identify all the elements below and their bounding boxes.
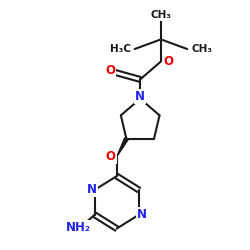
Text: O: O: [105, 64, 115, 77]
Text: O: O: [106, 150, 116, 163]
Text: H₃C: H₃C: [110, 44, 130, 54]
Text: CH₃: CH₃: [191, 44, 212, 54]
Text: N: N: [87, 184, 97, 196]
Text: CH₃: CH₃: [150, 10, 172, 20]
Text: O: O: [164, 55, 174, 68]
Polygon shape: [117, 138, 128, 157]
Text: N: N: [135, 90, 145, 103]
Text: N: N: [136, 208, 146, 221]
Text: NH₂: NH₂: [66, 221, 90, 234]
